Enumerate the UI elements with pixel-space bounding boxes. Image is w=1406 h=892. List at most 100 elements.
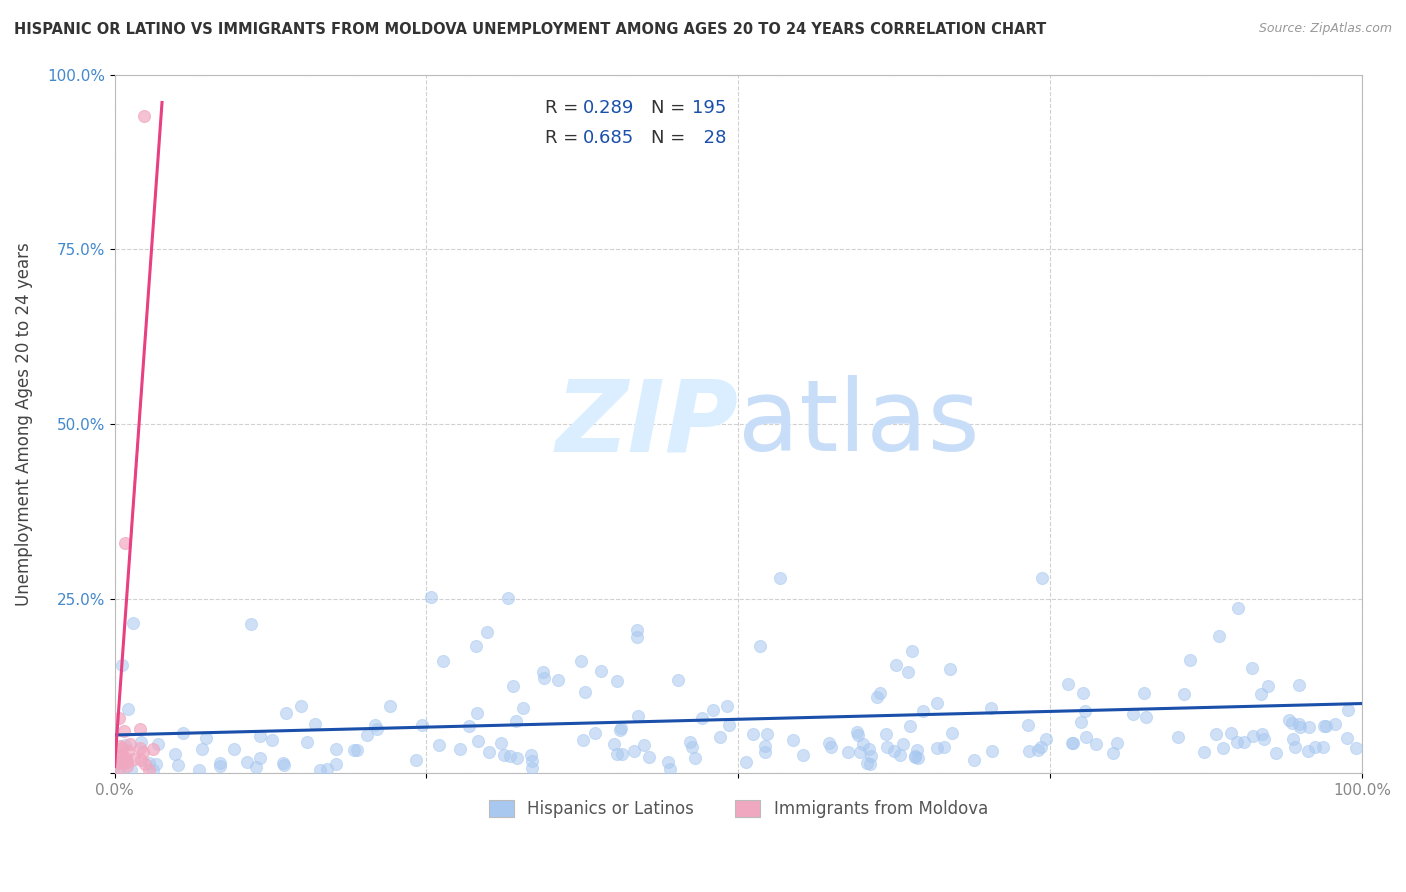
Point	[1029, 740, 1052, 755]
Point	[859, 757, 882, 772]
Point	[110, 755, 132, 769]
Point	[1312, 719, 1334, 733]
Point	[325, 742, 347, 756]
Point	[735, 756, 758, 770]
Point	[754, 739, 776, 753]
Point	[308, 763, 330, 777]
Point	[846, 728, 869, 742]
Point	[1180, 653, 1202, 667]
Point	[107, 756, 129, 770]
Text: atlas: atlas	[738, 376, 980, 473]
Point	[1226, 735, 1249, 749]
Point	[111, 658, 134, 673]
Point	[754, 745, 776, 759]
Point	[290, 699, 312, 714]
Point	[209, 756, 232, 770]
Point	[884, 658, 907, 673]
Point	[626, 630, 648, 644]
Point	[1281, 716, 1303, 731]
Point	[907, 750, 929, 764]
Point	[1240, 661, 1263, 675]
Point	[208, 759, 231, 773]
Point	[122, 752, 145, 766]
Point	[716, 699, 738, 714]
Point	[1315, 719, 1337, 733]
Point	[679, 735, 702, 749]
Point	[911, 704, 934, 718]
Point	[505, 714, 527, 729]
Point	[533, 672, 555, 686]
Text: N =: N =	[651, 129, 690, 147]
Point	[897, 665, 920, 679]
Point	[1251, 727, 1274, 741]
Point	[132, 745, 155, 759]
Point	[498, 591, 520, 605]
Point	[249, 729, 271, 743]
Point	[659, 762, 682, 776]
Point	[405, 753, 427, 767]
Point	[427, 738, 450, 752]
Point	[108, 739, 131, 754]
Point	[1102, 746, 1125, 760]
Point	[1288, 717, 1310, 731]
Point	[235, 755, 257, 769]
Text: N =: N =	[651, 99, 690, 117]
Point	[1233, 735, 1256, 749]
Point	[1071, 685, 1094, 699]
Point	[1336, 731, 1358, 745]
Point	[849, 745, 872, 759]
Point	[876, 739, 898, 754]
Text: 0.685: 0.685	[582, 129, 634, 147]
Point	[121, 616, 143, 631]
Point	[837, 745, 859, 759]
Point	[111, 754, 134, 768]
Point	[163, 747, 186, 761]
Point	[980, 744, 1002, 758]
Text: HISPANIC OR LATINO VS IMMIGRANTS FROM MOLDOVA UNEMPLOYMENT AMONG AGES 20 TO 24 Y: HISPANIC OR LATINO VS IMMIGRANTS FROM MO…	[14, 22, 1046, 37]
Point	[1132, 686, 1154, 700]
Point	[363, 718, 385, 732]
Point	[1264, 746, 1286, 760]
Point	[1282, 731, 1305, 746]
Point	[107, 756, 129, 771]
Point	[262, 733, 284, 747]
Point	[891, 737, 914, 751]
Point	[1073, 704, 1095, 718]
Point	[1122, 707, 1144, 722]
Point	[114, 724, 136, 739]
Point	[115, 752, 138, 766]
Text: 195: 195	[692, 99, 727, 117]
Point	[1105, 736, 1128, 750]
Point	[315, 762, 337, 776]
Point	[869, 686, 891, 700]
Point	[718, 717, 741, 731]
Point	[274, 706, 297, 721]
Point	[626, 708, 648, 723]
Point	[626, 624, 648, 638]
Point	[1070, 715, 1092, 730]
Point	[346, 743, 368, 757]
Point	[963, 753, 986, 767]
Point	[666, 673, 689, 687]
Point	[572, 733, 595, 747]
Point	[356, 728, 378, 742]
Point	[610, 721, 633, 735]
Point	[148, 737, 170, 751]
Point	[464, 639, 486, 653]
Point	[172, 726, 194, 740]
Point	[499, 749, 522, 764]
Point	[134, 757, 156, 772]
Point	[846, 724, 869, 739]
Point	[875, 726, 897, 740]
Point	[603, 737, 626, 751]
Point	[1241, 729, 1264, 743]
Point	[506, 750, 529, 764]
Point	[1085, 737, 1108, 751]
Point	[925, 741, 948, 756]
Point	[1035, 731, 1057, 746]
Point	[304, 717, 326, 731]
Point	[1337, 703, 1360, 717]
Point	[633, 738, 655, 752]
Point	[904, 748, 927, 763]
Point	[494, 748, 516, 763]
